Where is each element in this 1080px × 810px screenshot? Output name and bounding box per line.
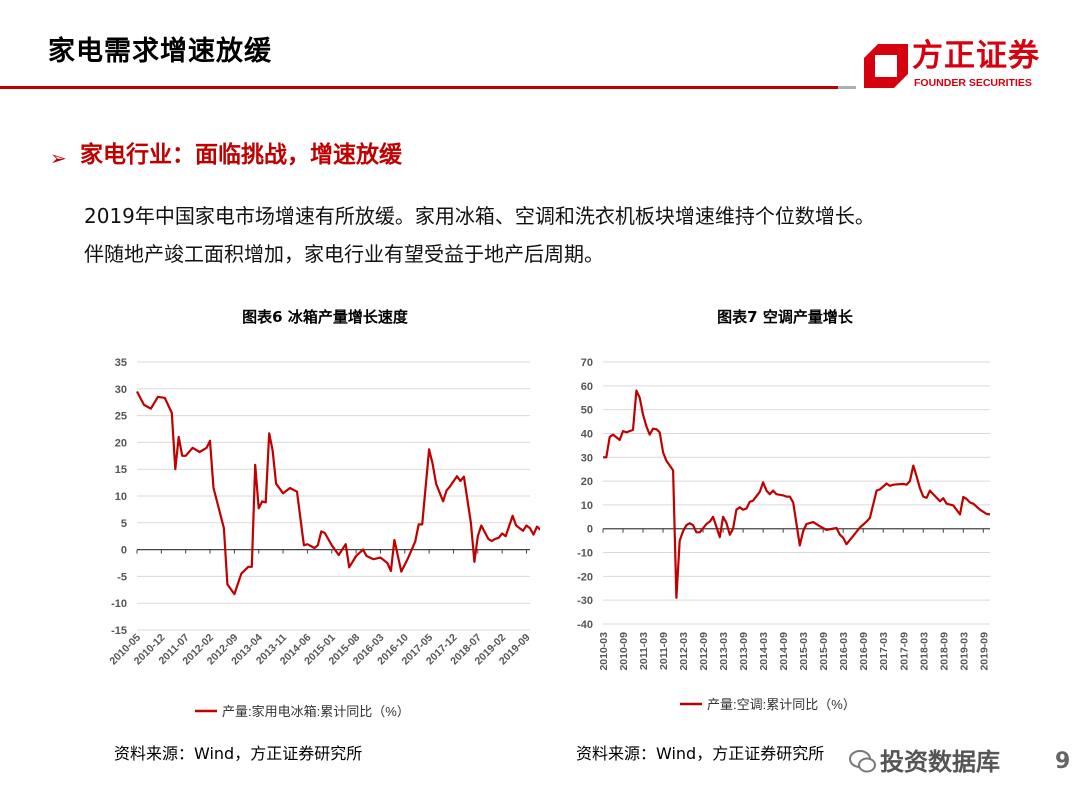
ac-output-chart: 70 60 50 40 30 20 10 0 -10 -20 -30 -40 2010-03 2010-0… xyxy=(577,357,991,712)
x-tick-label: 2016-09 xyxy=(858,632,870,671)
x-tick-label: 2017-09 xyxy=(898,632,910,671)
x-tick-label: 2015-09 xyxy=(818,632,830,671)
header-divider xyxy=(0,86,856,89)
series-line xyxy=(136,390,540,596)
y-tick-label: 5 xyxy=(121,518,127,530)
x-tick-label: 2014-09 xyxy=(778,632,790,671)
series-line xyxy=(603,389,991,599)
legend-label: 产量:家用电冰箱:累计同比（%） xyxy=(222,704,410,719)
page-number: 9 xyxy=(1055,749,1071,774)
x-tick-label: 2012-03 xyxy=(678,632,690,671)
logo-name-cn: 方正证券 xyxy=(912,38,1040,74)
fridge-output-chart: 35302520151050-5-10-152010-052010-122011… xyxy=(107,357,540,719)
x-tick-label: 2013-03 xyxy=(718,632,730,671)
x-tick-label: 2016-03 xyxy=(838,632,850,671)
body-text-line: 伴随地产竣工面积增加，家电行业有望受益于地产后周期。 xyxy=(84,242,604,266)
x-tick-label: 2018-09 xyxy=(938,632,950,671)
y-tick-label: 20 xyxy=(581,476,593,488)
y-tick-label: -15 xyxy=(111,625,127,637)
header-divider-accent xyxy=(838,86,856,89)
y-tick-label: 10 xyxy=(581,500,593,512)
x-tick-label: 2019-03 xyxy=(958,632,970,671)
y-tick-label: 70 xyxy=(581,357,593,369)
x-tick-label: 2011-09 xyxy=(658,632,670,670)
y-tick-label: 35 xyxy=(115,357,127,369)
chart-title: 图表7 空调产量增长 xyxy=(717,308,853,326)
y-tick-label: -5 xyxy=(117,571,127,583)
y-tick-label: -40 xyxy=(577,619,593,631)
logo-name-en: FOUNDER SECURITIES xyxy=(914,77,1032,89)
legend-label: 产量:空调:累计同比（%） xyxy=(707,697,856,712)
y-tick-label: -10 xyxy=(111,598,127,610)
body-text-line: 2019年中国家电市场增速有所放缓。家用冰箱、空调和洗衣机板块增速维持个位数增长… xyxy=(84,204,875,228)
x-tick-label: 2019-09 xyxy=(978,632,990,671)
x-tick-label: 2011-03 xyxy=(638,632,650,670)
y-tick-label: 20 xyxy=(115,437,127,449)
chart-title: 图表6 冰箱产量增长速度 xyxy=(242,308,408,326)
y-tick-label: -20 xyxy=(577,571,593,583)
y-tick-label: -10 xyxy=(577,548,593,560)
y-tick-label: 15 xyxy=(115,464,127,476)
x-tick-label: 2012-09 xyxy=(698,632,710,671)
y-tick-label: 30 xyxy=(581,452,593,464)
wechat-icon xyxy=(849,750,876,773)
x-tick-label: 2010-09 xyxy=(618,632,630,671)
watermark: 投资数据库 xyxy=(880,748,1000,776)
y-tick-label: -30 xyxy=(577,595,593,607)
source-note: 资料来源：Wind，方正证券研究所 xyxy=(114,744,363,763)
x-tick-label: 2017-03 xyxy=(878,632,890,671)
y-tick-label: 0 xyxy=(587,524,593,536)
x-tick-label: 2013-09 xyxy=(738,632,750,671)
y-tick-label: 30 xyxy=(115,384,127,396)
x-tick-label: 2010-03 xyxy=(598,632,610,671)
y-tick-label: 50 xyxy=(581,405,593,417)
source-note: 资料来源：Wind，方正证券研究所 xyxy=(576,744,825,763)
x-tick-label: 2015-03 xyxy=(798,632,810,671)
founder-logo-icon xyxy=(864,44,908,88)
bullet-arrow-icon: ➢ xyxy=(50,146,67,170)
y-tick-label: 60 xyxy=(581,381,593,393)
x-tick-label: 2018-03 xyxy=(918,632,930,671)
page-title: 家电需求增速放缓 xyxy=(48,36,272,67)
y-tick-label: 10 xyxy=(115,491,127,503)
section-heading: 家电行业：面临挑战，增速放缓 xyxy=(80,142,402,168)
y-tick-label: 25 xyxy=(115,411,127,423)
x-tick-label: 2014-03 xyxy=(758,632,770,671)
y-tick-label: 40 xyxy=(581,428,593,440)
y-tick-label: 0 xyxy=(121,545,127,557)
